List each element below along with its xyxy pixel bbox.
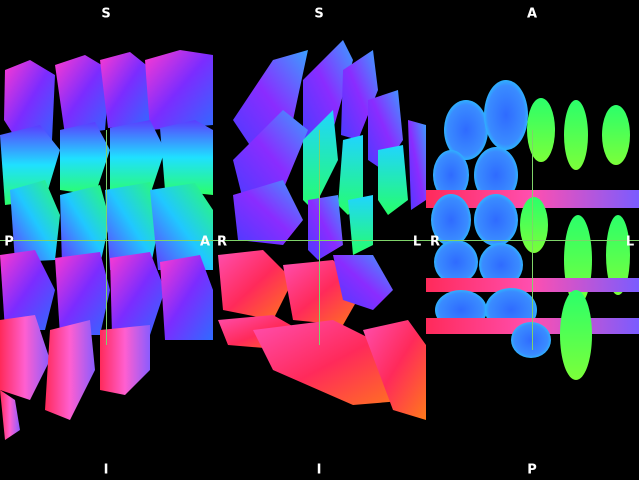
fiber-glyph xyxy=(110,120,165,195)
sagittal-label-left: P xyxy=(4,234,14,250)
sagittal-glyph-field xyxy=(0,50,213,440)
sagittal-viewport[interactable]: S I P A xyxy=(0,0,213,480)
fiber-glyph xyxy=(564,100,588,170)
fiber-glyph xyxy=(100,325,150,395)
axial-label-right: L xyxy=(625,234,635,250)
sagittal-crosshair-vertical xyxy=(106,130,107,345)
fiber-glyph xyxy=(0,315,50,400)
fiber-glyph xyxy=(431,194,471,246)
sagittal-label-top: S xyxy=(101,6,111,22)
axial-label-top: A xyxy=(526,6,538,22)
fiber-glyph xyxy=(479,243,523,287)
fiber-glyph xyxy=(338,135,363,215)
fiber-glyph xyxy=(145,50,213,130)
fiber-glyph xyxy=(100,52,150,128)
fiber-glyph xyxy=(474,147,518,203)
fiber-glyph xyxy=(55,55,110,135)
fiber-glyph xyxy=(408,120,426,210)
fiber-glyph xyxy=(55,252,110,335)
fiber-glyph xyxy=(60,122,110,195)
coronal-label-bottom: I xyxy=(316,462,322,478)
fiber-glyph xyxy=(363,320,426,420)
fiber-glyph xyxy=(10,180,60,262)
fiber-glyph xyxy=(378,145,408,215)
fiber-glyph xyxy=(444,100,488,160)
coronal-viewport[interactable]: S I R L xyxy=(213,0,426,480)
fiber-glyph xyxy=(233,110,308,200)
axial-label-left: R xyxy=(429,234,441,250)
fiber-glyph xyxy=(303,110,338,210)
fiber-glyph xyxy=(520,197,548,253)
coronal-label-top: S xyxy=(314,6,324,22)
fiber-glyph xyxy=(348,195,373,255)
fiber-glyph xyxy=(45,320,95,420)
fiber-glyph xyxy=(333,255,393,310)
fiber-glyph xyxy=(218,250,293,320)
fiber-glyph xyxy=(233,180,303,245)
fiber-glyph xyxy=(150,183,213,270)
sagittal-label-right: A xyxy=(199,234,211,250)
fiber-glyph xyxy=(160,120,213,195)
fiber-glyph xyxy=(303,40,353,140)
fiber-glyph xyxy=(160,255,213,340)
fiber-glyph xyxy=(527,98,555,162)
fiber-glyph xyxy=(511,322,551,358)
fiber-glyph xyxy=(341,50,378,140)
coronal-label-right: L xyxy=(412,234,422,250)
fiber-glyph xyxy=(308,195,343,260)
coronal-crosshair-vertical xyxy=(319,130,320,345)
fiber-glyph xyxy=(105,182,160,270)
fiber-glyph xyxy=(110,252,165,335)
fiber-glyph xyxy=(60,185,110,265)
fiber-glyph xyxy=(4,60,55,145)
axial-crosshair-vertical xyxy=(532,130,533,350)
coronal-label-left: R xyxy=(216,234,228,250)
sagittal-label-bottom: I xyxy=(103,462,109,478)
fiber-glyph xyxy=(606,215,630,295)
axial-label-bottom: P xyxy=(527,462,537,478)
fiber-glyph xyxy=(233,50,308,150)
fiber-glyph xyxy=(602,105,630,165)
fiber-glyph xyxy=(0,250,55,330)
axial-viewport[interactable]: A P R L xyxy=(426,0,639,480)
fiber-glyph xyxy=(484,80,528,150)
fiber-glyph xyxy=(434,240,478,284)
fiber-glyph xyxy=(560,290,592,380)
fiber-glyph xyxy=(433,150,469,200)
fiber-glyph xyxy=(474,194,518,246)
fiber-glyph xyxy=(0,390,20,440)
